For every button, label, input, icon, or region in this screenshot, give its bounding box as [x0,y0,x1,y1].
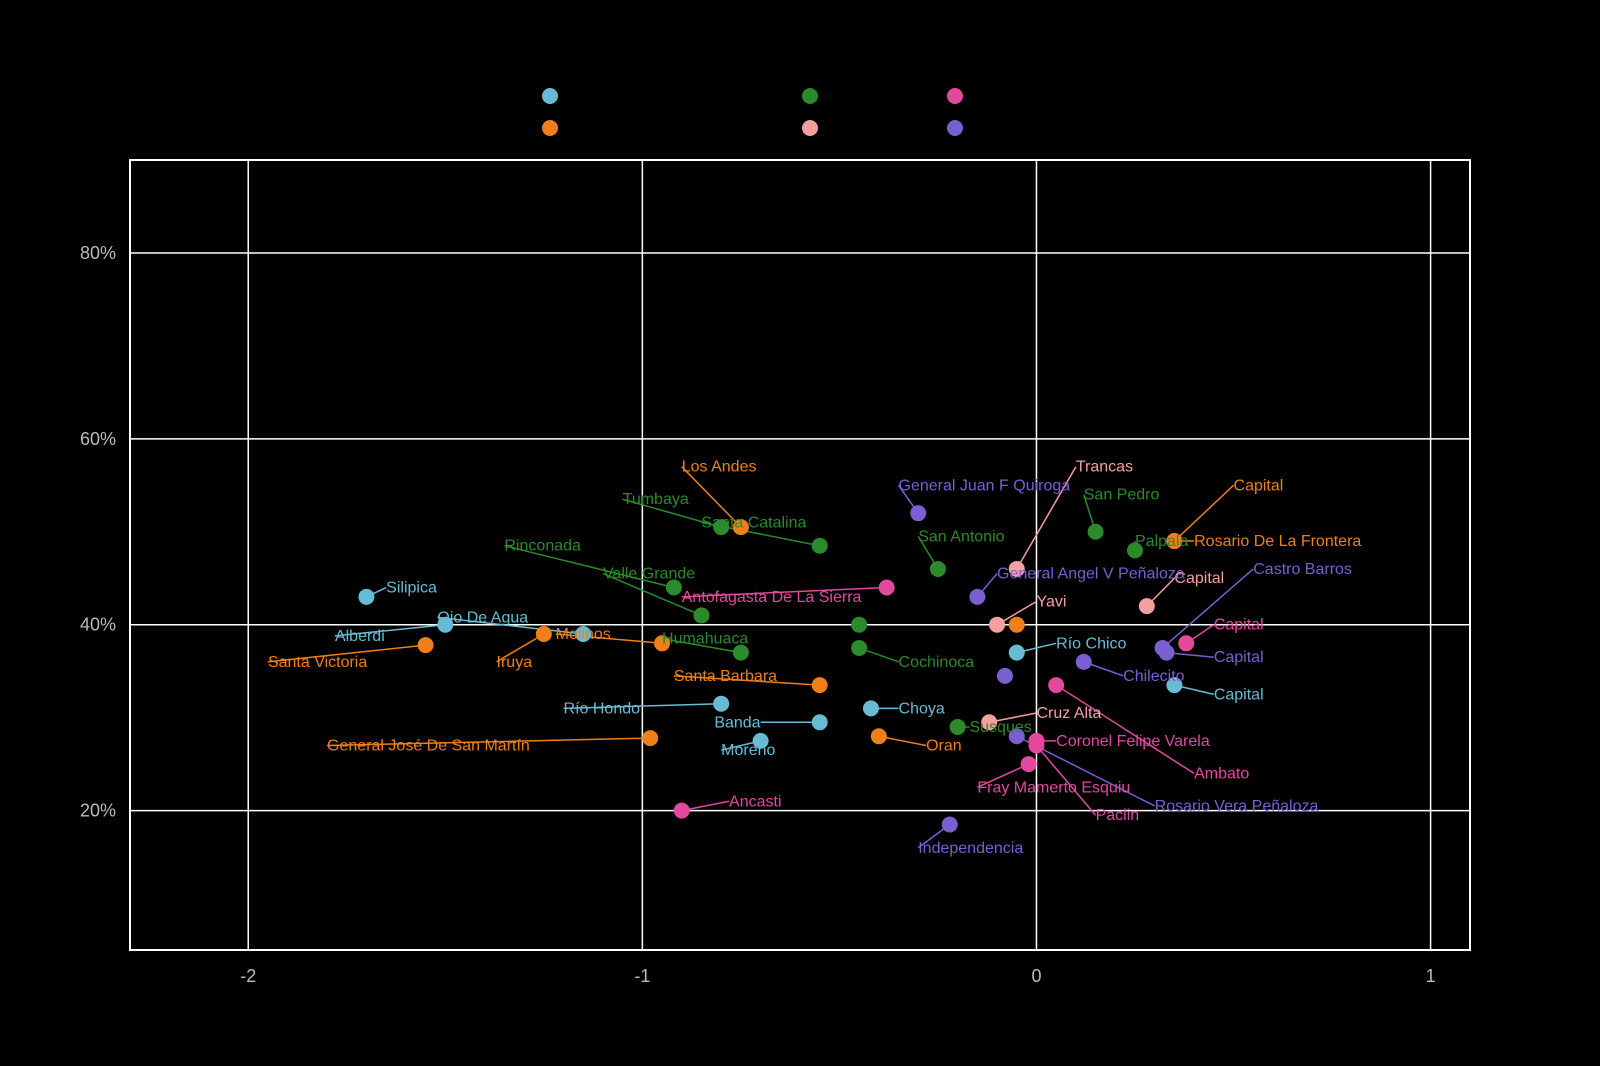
point-label: Capital [1214,617,1264,634]
y-tick-label: 20% [80,801,116,821]
data-point [358,589,374,605]
point-label: Yavi [1036,593,1066,610]
point-label: San Pedro [1084,487,1160,504]
data-point [693,607,709,623]
point-label: Castro Barros [1253,561,1352,578]
point-label: Los Andes [682,459,757,476]
y-tick-label: 40% [80,615,116,635]
point-label: Santa Catalina [701,514,806,531]
point-label: Banda [714,714,760,731]
point-label: Alberdi [335,628,385,645]
point-label: Tumbaya [623,491,689,508]
data-point [1155,640,1171,656]
point-label: General José De San Martín [327,738,530,755]
data-point [713,696,729,712]
y-tick-label: 60% [80,429,116,449]
legend-dot [947,120,963,136]
point-label: Antofagasta De La Sierra [682,589,862,606]
point-label: Capital [1234,477,1284,494]
point-label: Rinconada [504,538,581,555]
data-point [930,561,946,577]
legend-dot [542,120,558,136]
data-point [1178,635,1194,651]
data-point [997,668,1013,684]
point-label: Oran [926,738,962,755]
data-point [871,728,887,744]
legend-dot [542,88,558,104]
data-point [418,637,434,653]
scatter-chart: -2 -1 0 1 20% 40% 60% 80% Silipica Alberdi Ojo De … [0,0,1600,1066]
point-label: Río Hondo [564,700,641,717]
data-point [1009,645,1025,661]
point-label: Río Chico [1056,635,1126,652]
point-label: Paclin [1096,807,1140,824]
data-point [812,714,828,730]
point-label: Iruya [497,654,533,671]
x-tick-label: 1 [1426,966,1436,986]
point-label: Santa Victoria [268,654,367,671]
data-point [1021,756,1037,772]
data-point [910,505,926,521]
data-point [812,538,828,554]
point-label: Trancas [1076,459,1133,476]
point-label: Humahuaca [662,631,748,648]
point-label: General Juan F Quiroga [899,477,1071,494]
x-tick-label: 0 [1031,966,1041,986]
legend-dot [947,88,963,104]
point-label: Silipica [386,580,437,597]
point-label: Ojo De Agua [437,609,528,626]
data-point [950,719,966,735]
data-point [674,803,690,819]
x-tick-label: -1 [634,966,650,986]
x-tick-label: -2 [240,966,256,986]
data-point [863,700,879,716]
data-point [851,617,867,633]
data-point [1048,677,1064,693]
data-point [536,626,552,642]
data-point [969,589,985,605]
data-point [1139,598,1155,614]
point-label: Rosario De La Frontera [1194,533,1361,550]
point-label: Independencia [918,840,1023,857]
chart-svg: -2 -1 0 1 20% 40% 60% 80% Silipica Alberdi Ojo De … [0,0,1600,1066]
point-label: San Antonio [918,528,1004,545]
point-label: Cochinoca [899,654,975,671]
point-label: Valle Grande [603,566,695,583]
data-point [1076,654,1092,670]
y-tick-label: 80% [80,243,116,263]
point-label: Moreno [721,742,775,759]
point-label: Santa Barbara [674,668,777,685]
point-label: Ancasti [729,793,781,810]
point-label: Ambato [1194,765,1249,782]
point-label: Rosario Vera Peñaloza [1155,798,1319,815]
point-label: Fray Mamerto Esquiu [977,779,1130,796]
data-point [812,677,828,693]
point-label: Capital [1214,649,1264,666]
point-label: Cruz Alta [1036,705,1101,722]
legend-dot [802,120,818,136]
data-point [942,817,958,833]
point-label: Palpala [1135,533,1188,550]
data-point [989,617,1005,633]
point-label: Capital [1214,686,1264,703]
legend-dot [802,88,818,104]
data-point [642,730,658,746]
point-label: Coronel Felipe Varela [1056,733,1210,750]
point-label: Susques [969,719,1031,736]
point-label: General Angel V Peñaloza [997,566,1185,583]
point-label: Choya [899,700,945,717]
data-point [851,640,867,656]
data-point [1088,524,1104,540]
data-point [1009,617,1025,633]
point-label: Chilecito [1123,668,1184,685]
data-point [879,580,895,596]
point-label: Molinos [556,626,611,643]
